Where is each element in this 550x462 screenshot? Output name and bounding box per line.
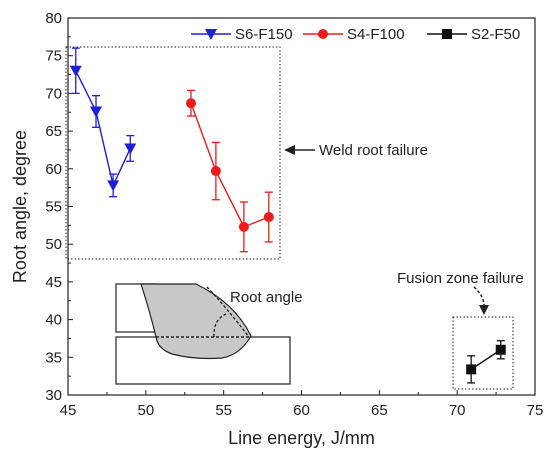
- data-point: [185, 98, 196, 109]
- legend-label: S2-F50: [471, 26, 520, 43]
- weld-schematic: Root angle: [115, 283, 303, 385]
- series-S4-F100: [185, 89, 274, 253]
- series-layer: [69, 47, 506, 384]
- weld-root-failure-annotation: Weld root failure: [284, 142, 428, 159]
- y-tick-label: 75: [45, 48, 62, 65]
- y-tick-label: 30: [45, 387, 62, 404]
- y-tick-label: 55: [45, 199, 62, 216]
- data-point: [107, 180, 120, 192]
- fusion-zone-arrow-line: [473, 286, 485, 307]
- data-point: [263, 212, 274, 223]
- series-line: [75, 70, 131, 188]
- y-tick-label: 80: [45, 10, 62, 27]
- y-tick-label: 50: [45, 236, 62, 253]
- series-S6-F150: [69, 47, 137, 198]
- x-tick-label: 60: [293, 402, 310, 419]
- root-angle-line-1: [206, 286, 250, 338]
- axes: 45 50 55 60 65 70 75 30 35 40 45 50 55 60 65 70 75 80: [45, 10, 543, 419]
- y-tick-label: 45: [45, 274, 62, 291]
- data-point: [210, 166, 221, 177]
- legend-label: S6-F150: [235, 26, 293, 43]
- y-tick-label: 35: [45, 349, 62, 366]
- data-point: [124, 143, 137, 155]
- y-tick-label: 65: [45, 123, 62, 140]
- series-line: [190, 102, 270, 228]
- data-point: [69, 65, 82, 77]
- x-tick-label: 55: [215, 402, 232, 419]
- x-tick-label: 75: [527, 402, 544, 419]
- legend-marker: [318, 29, 328, 39]
- legend-label: S4-F100: [347, 26, 405, 43]
- fusion-zone-failure-label: Fusion zone failure: [397, 270, 524, 287]
- fusion-zone-arrow-head: [479, 305, 489, 315]
- y-axis-title: Root angle, degree: [10, 130, 30, 283]
- weld-root-arrow-head: [284, 145, 295, 155]
- root-angle-arc: [213, 313, 227, 338]
- weld-root-failure-label: Weld root failure: [319, 142, 428, 159]
- legend-marker: [205, 29, 217, 40]
- y-tick-label: 60: [45, 161, 62, 178]
- y-tick-label: 40: [45, 312, 62, 329]
- x-axis-title: Line energy, J/mm: [228, 428, 375, 448]
- series-S2-F50: [466, 340, 506, 384]
- x-tick-label: 45: [60, 402, 77, 419]
- data-point: [495, 344, 506, 355]
- x-tick-label: 50: [137, 402, 154, 419]
- fusion-zone-failure-box: [452, 316, 514, 390]
- fusion-zone-failure-annotation: Fusion zone failure: [397, 270, 524, 315]
- weld-root-failure-box: [65, 46, 281, 260]
- x-tick-label: 65: [371, 402, 388, 419]
- data-point: [466, 364, 477, 375]
- root-angle-label: Root angle: [230, 289, 303, 306]
- weld-zone: [140, 283, 252, 360]
- data-point: [90, 106, 103, 118]
- y-tick-label: 70: [45, 85, 62, 102]
- x-tick-label: 70: [449, 402, 466, 419]
- data-point: [238, 221, 249, 232]
- legend: S6-F150 S4-F100 S2-F50: [191, 26, 520, 43]
- legend-marker: [442, 29, 452, 39]
